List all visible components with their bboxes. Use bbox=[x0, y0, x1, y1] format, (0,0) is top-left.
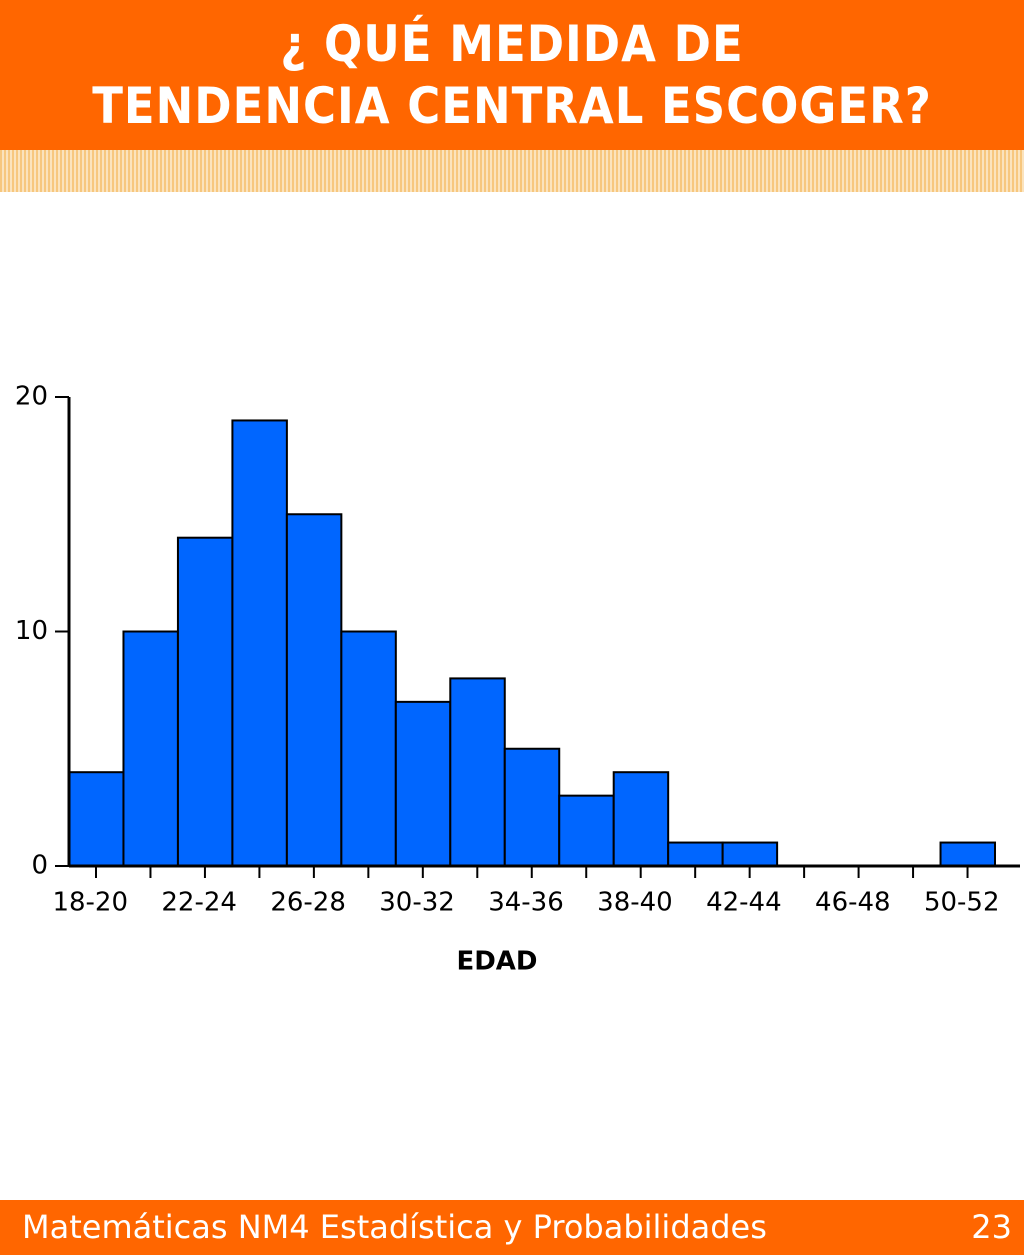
y-tick-label: 10 bbox=[15, 616, 48, 646]
bar bbox=[394, 700, 452, 867]
y-tick-label: 20 bbox=[15, 382, 48, 412]
title-line: TENDENCIA CENTRAL ESCOGER? bbox=[92, 77, 932, 135]
bar bbox=[612, 771, 670, 868]
bar bbox=[503, 747, 561, 867]
footer: Matemáticas NM4 Estadística y Probabilid… bbox=[0, 1200, 1024, 1255]
bar bbox=[285, 513, 343, 867]
x-tick-label: 50-52 bbox=[924, 888, 1000, 918]
stripe bbox=[0, 150, 1024, 192]
x-tick-label: 34-36 bbox=[488, 888, 564, 918]
page-number: 23 bbox=[971, 1208, 1012, 1246]
bar bbox=[558, 794, 615, 868]
y-tick-label: 0 bbox=[31, 851, 48, 881]
x-tick-label: 42-44 bbox=[706, 888, 782, 918]
x-tick-label: 22-24 bbox=[161, 888, 237, 918]
x-tick-label: 30-32 bbox=[379, 888, 455, 918]
x-tick-label: 18-20 bbox=[52, 888, 128, 918]
bar bbox=[939, 841, 997, 867]
bar bbox=[68, 771, 125, 868]
bar bbox=[721, 841, 779, 867]
bar bbox=[449, 677, 506, 868]
x-tick-label: 46-48 bbox=[815, 888, 891, 918]
header: ¿ QUÉ MEDIDA DE TENDENCIA CENTRAL ESCOGE… bbox=[0, 0, 1024, 150]
footer-text: Matemáticas NM4 Estadística y Probabilid… bbox=[22, 1208, 767, 1246]
x-tick-label: 26-28 bbox=[270, 888, 346, 918]
bar bbox=[340, 630, 397, 867]
chart: EDAD 0 10 20 18-20 22-24 26-28 30-32 34-36 38-40… bbox=[15, 382, 1020, 977]
bar bbox=[176, 536, 234, 867]
bar bbox=[231, 419, 288, 867]
title-line: ¿ QUÉ MEDIDA DE bbox=[280, 15, 744, 73]
x-tick-label: 38-40 bbox=[597, 888, 673, 918]
bar bbox=[122, 630, 179, 867]
bar bbox=[667, 841, 724, 867]
x-axis-title: EDAD bbox=[456, 947, 537, 977]
